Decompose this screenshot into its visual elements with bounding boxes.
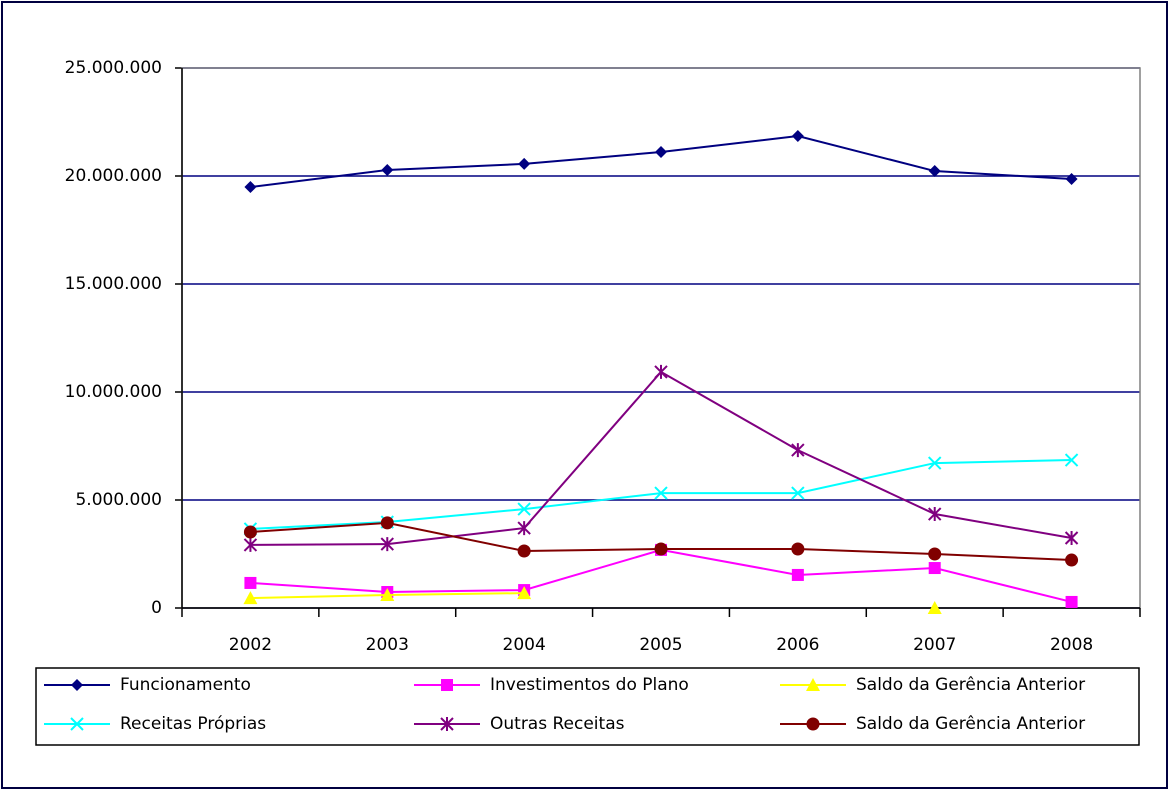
data-point bbox=[928, 165, 941, 178]
data-point bbox=[243, 537, 258, 552]
legend-box bbox=[35, 667, 1140, 746]
data-point bbox=[928, 456, 942, 470]
y-tick-label: 15.000.000 bbox=[65, 274, 162, 294]
data-point bbox=[517, 521, 531, 536]
data-point bbox=[791, 568, 804, 581]
data-point bbox=[928, 547, 942, 561]
data-point bbox=[654, 542, 668, 556]
x-tick-label: 2006 bbox=[776, 635, 819, 655]
legend-marker bbox=[806, 678, 820, 691]
data-point bbox=[928, 562, 941, 575]
data-point bbox=[517, 544, 531, 558]
data-point bbox=[380, 537, 394, 552]
y-tick-label: 10.000.000 bbox=[65, 382, 162, 402]
data-point bbox=[1065, 595, 1078, 608]
legend-marker bbox=[441, 679, 453, 691]
y-tick-label: 20.000.000 bbox=[65, 166, 162, 186]
legend-marker bbox=[70, 717, 84, 731]
legend-label: Receitas Próprias bbox=[120, 714, 266, 734]
legend-label: Investimentos do Plano bbox=[490, 675, 689, 695]
x-tick-label: 2004 bbox=[503, 635, 546, 655]
data-point bbox=[380, 516, 394, 530]
x-tick-label: 2002 bbox=[229, 635, 272, 655]
data-point bbox=[381, 163, 394, 176]
y-tick-label: 0 bbox=[151, 598, 162, 618]
data-point bbox=[654, 364, 668, 379]
data-point bbox=[244, 181, 257, 194]
data-point bbox=[1064, 531, 1079, 546]
data-point bbox=[517, 502, 531, 516]
data-point bbox=[1065, 553, 1079, 567]
legend-marker bbox=[71, 679, 83, 691]
data-point bbox=[1064, 453, 1079, 467]
data-point bbox=[518, 157, 531, 170]
legend-label: Saldo da Gerência Anterior bbox=[856, 675, 1085, 695]
data-point bbox=[927, 601, 942, 614]
legend-marker bbox=[806, 717, 820, 731]
data-point bbox=[243, 591, 258, 605]
legend-label: Saldo da Gerência Anterior bbox=[856, 714, 1085, 734]
y-tick-label: 25.000.000 bbox=[65, 58, 162, 78]
data-point bbox=[928, 507, 942, 522]
data-point bbox=[243, 525, 257, 539]
x-tick-label: 2008 bbox=[1050, 635, 1093, 655]
legend-label: Funcionamento bbox=[120, 675, 251, 695]
data-point bbox=[244, 576, 257, 589]
data-point bbox=[1065, 173, 1078, 186]
data-point bbox=[654, 486, 668, 500]
x-tick-label: 2005 bbox=[639, 635, 682, 655]
data-point bbox=[791, 542, 805, 556]
data-point bbox=[655, 146, 667, 159]
data-point bbox=[791, 130, 804, 143]
data-point bbox=[791, 486, 805, 500]
data-point bbox=[380, 588, 395, 602]
legend-label: Outras Receitas bbox=[490, 714, 625, 734]
x-tick-label: 2007 bbox=[913, 635, 956, 655]
y-tick-label: 5.000.000 bbox=[75, 490, 162, 510]
data-point bbox=[791, 443, 805, 458]
data-point bbox=[517, 586, 532, 600]
x-tick-label: 2003 bbox=[366, 635, 409, 655]
legend-marker bbox=[440, 717, 454, 731]
